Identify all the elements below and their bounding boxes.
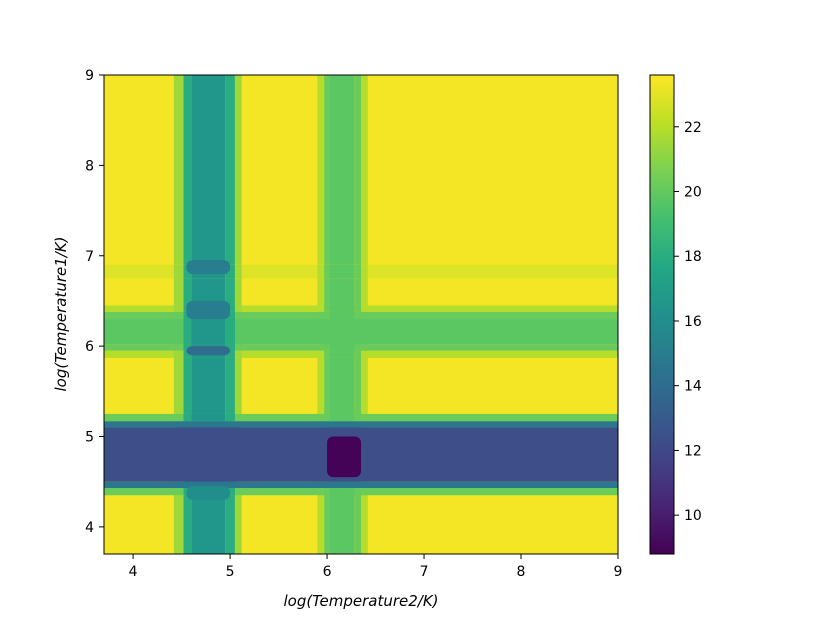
heatmap-cell bbox=[173, 272, 184, 279]
heatmap-cell bbox=[329, 350, 355, 358]
y-tick-label: 6 bbox=[85, 339, 94, 355]
heatmap-row-band bbox=[104, 344, 618, 351]
heatmap-feature bbox=[327, 436, 361, 478]
heatmap-cell bbox=[183, 272, 192, 279]
heatmap-cell bbox=[183, 319, 192, 345]
colorbar-tick-label: 10 bbox=[684, 508, 702, 524]
colorbar-fill bbox=[650, 75, 674, 554]
heatmap-cell bbox=[324, 350, 330, 358]
heatmap-cell bbox=[173, 305, 184, 312]
heatmap-cell bbox=[324, 305, 330, 312]
heatmap-cell bbox=[173, 264, 184, 273]
colorbar-frame bbox=[649, 74, 675, 555]
heatmap-cell bbox=[225, 488, 235, 496]
y-tick-label: 5 bbox=[85, 430, 94, 446]
y-tick-label: 8 bbox=[85, 158, 94, 174]
heatmap-cell bbox=[354, 350, 361, 358]
heatmap-row-band bbox=[104, 421, 618, 428]
heatmap-cell bbox=[317, 264, 325, 273]
heatmap-cell bbox=[234, 272, 242, 279]
heatmap-cell bbox=[173, 350, 184, 358]
heatmap-cell bbox=[354, 272, 361, 279]
heatmap-cell bbox=[329, 344, 355, 351]
heatmap-cell bbox=[191, 319, 226, 345]
heatmap-cell bbox=[234, 305, 242, 312]
colorbar-tick-label: 22 bbox=[684, 120, 702, 136]
heatmap-row-band bbox=[104, 481, 618, 489]
heatmap-cell bbox=[329, 488, 355, 496]
heatmap-cell bbox=[225, 311, 235, 320]
colorbar-tick-label: 16 bbox=[684, 314, 702, 330]
plot-frame bbox=[103, 74, 619, 555]
heatmap-feature bbox=[186, 260, 231, 274]
heatmap-cell bbox=[225, 350, 235, 358]
heatmap-cell bbox=[234, 264, 242, 273]
heatmap-cell bbox=[329, 305, 355, 312]
heatmap-cell bbox=[317, 272, 325, 279]
x-tick-label: 6 bbox=[323, 564, 332, 580]
heatmap-cell bbox=[183, 344, 192, 351]
y-tick-label: 4 bbox=[85, 520, 94, 536]
x-tick-label: 4 bbox=[129, 564, 138, 580]
y-axis: 4 5 6 7 8 9 bbox=[85, 68, 104, 536]
x-tick-label: 9 bbox=[614, 564, 623, 580]
x-tick-label: 7 bbox=[420, 564, 429, 580]
heatmap-feature bbox=[186, 300, 231, 320]
x-tick-label: 5 bbox=[226, 564, 235, 580]
heatmap-feature bbox=[186, 346, 231, 356]
y-axis-label: log(Temperature1/K) bbox=[52, 236, 70, 391]
heatmap-cell bbox=[183, 413, 192, 422]
heatmap-feature bbox=[186, 486, 231, 500]
heatmap-row-band bbox=[104, 311, 618, 320]
heatmap-cell bbox=[234, 350, 242, 358]
colorbar-tick-label: 18 bbox=[684, 249, 702, 265]
heatmap-cell bbox=[361, 264, 368, 273]
heatmap-cell bbox=[225, 413, 235, 422]
heatmap-cell bbox=[329, 413, 355, 422]
colorbar-tick-label: 14 bbox=[684, 379, 702, 395]
heatmap-row-band bbox=[104, 319, 618, 345]
heatmap-cell bbox=[225, 272, 235, 279]
heatmap-cell bbox=[183, 350, 192, 358]
heatmap-cell bbox=[354, 488, 361, 496]
x-axis-label: log(Temperature2/K) bbox=[283, 592, 438, 610]
heatmap-cell bbox=[361, 272, 368, 279]
y-tick-label: 9 bbox=[85, 68, 94, 84]
heatmap-cell bbox=[225, 319, 235, 345]
heatmap-cell bbox=[191, 413, 226, 422]
heatmap-cell bbox=[354, 305, 361, 312]
heatmap-cell bbox=[354, 413, 361, 422]
heatmap-cell bbox=[225, 264, 235, 273]
heatmap-cell bbox=[329, 264, 355, 273]
heatmap-cell bbox=[329, 311, 355, 320]
colorbar-tick-label: 20 bbox=[684, 185, 702, 201]
colorbar-ticks: 10 12 14 16 18 20 22 bbox=[674, 120, 702, 524]
x-axis: 4 5 6 7 8 9 bbox=[129, 554, 623, 580]
heatmap-cell bbox=[324, 264, 330, 273]
heatmap-cell bbox=[324, 272, 330, 279]
y-tick-label: 7 bbox=[85, 249, 94, 265]
heatmap-area bbox=[104, 75, 618, 554]
x-tick-label: 8 bbox=[517, 564, 526, 580]
heatmap-cell bbox=[225, 344, 235, 351]
heatmap-cell bbox=[191, 272, 226, 279]
colorbar: 10 12 14 16 18 20 22 bbox=[649, 74, 702, 555]
colorbar-tick-label: 12 bbox=[684, 443, 702, 459]
heatmap-cell bbox=[354, 264, 361, 273]
heatmap-cell bbox=[324, 413, 330, 422]
heatmap-cell bbox=[329, 272, 355, 279]
heatmap-cell bbox=[324, 488, 330, 496]
